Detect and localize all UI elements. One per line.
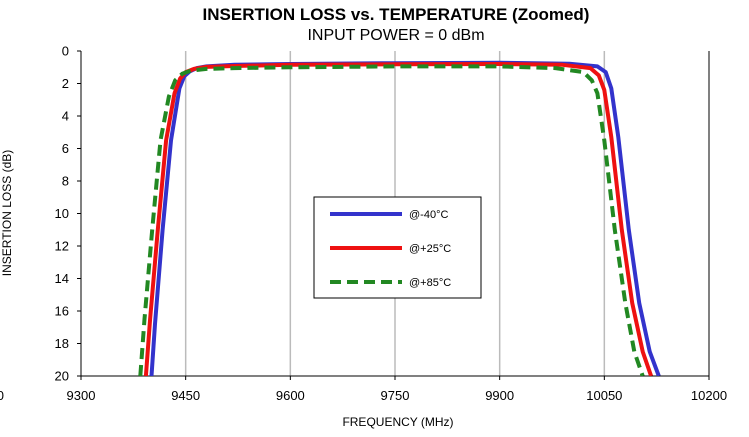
legend-label-3: @+85°C xyxy=(409,277,451,289)
y-tick-label: 16 xyxy=(55,304,69,319)
y-axis-label: INSERTION LOSS (dB) xyxy=(0,150,14,276)
tick-labels: 0 2 4 6 8 10 12 14 16 18 20 9300 9450 9600 9750 9900 100… xyxy=(0,44,727,404)
y-tick-label: 4 xyxy=(62,109,69,124)
y-tick-label: 20 xyxy=(55,369,69,384)
axes xyxy=(77,50,710,380)
series-line-3 xyxy=(138,64,645,376)
x-tick-label-cropped: 0 xyxy=(0,388,4,403)
x-tick-label: 9600 xyxy=(276,388,305,403)
x-tick-label: 10200 xyxy=(691,388,727,403)
x-tick-label: 9900 xyxy=(485,388,514,403)
y-tick-label: 10 xyxy=(55,206,69,221)
chart-subtitle: INPUT POWER = 0 dBm xyxy=(307,27,484,44)
y-tick-label: 6 xyxy=(62,141,69,156)
chart-title: INSERTION LOSS vs. TEMPERATURE (Zoomed) xyxy=(203,5,590,24)
x-axis-label: FREQUENCY (MHz) xyxy=(342,415,453,429)
y-tick-label: 0 xyxy=(62,44,69,59)
y-tick-label: 8 xyxy=(62,174,69,189)
x-tick-label: 9300 xyxy=(67,388,96,403)
legend: @-40°C @+25°C @+85°C xyxy=(313,196,482,299)
y-tick-label: 12 xyxy=(55,239,69,254)
series-line-2 xyxy=(143,62,653,376)
legend-label-1: @-40°C xyxy=(409,209,448,221)
y-tick-label: 14 xyxy=(55,271,69,286)
x-tick-label: 9450 xyxy=(171,388,200,403)
legend-label-2: @+25°C xyxy=(409,243,451,255)
x-tick-label: 10050 xyxy=(586,388,622,403)
x-tick-label: 9750 xyxy=(381,388,410,403)
y-tick-label: 2 xyxy=(62,76,69,91)
y-tick-label: 18 xyxy=(55,336,69,351)
series-lines xyxy=(138,60,661,376)
